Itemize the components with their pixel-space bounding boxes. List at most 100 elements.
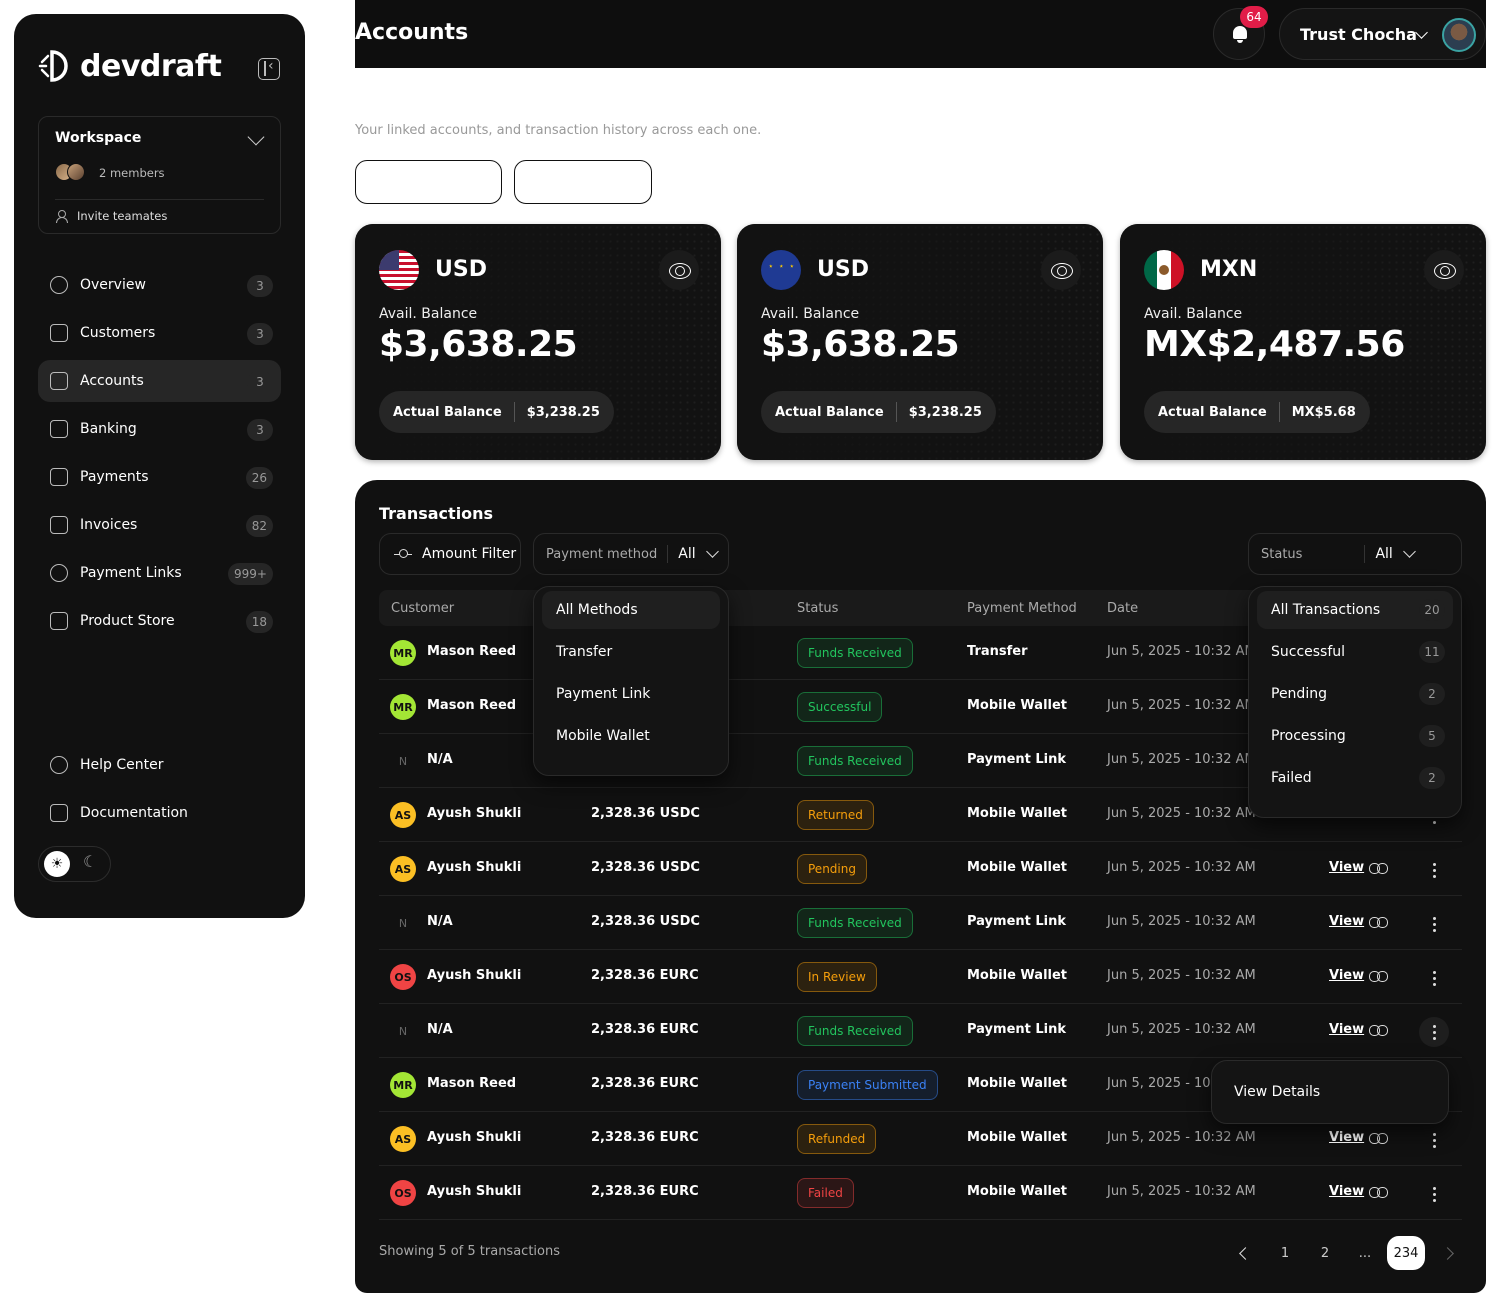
payment-method-filter[interactable]: Payment method All <box>533 533 729 575</box>
dropdown-option[interactable]: Processing 5 <box>1257 717 1453 755</box>
sidebar-item-help-center[interactable]: Help Center <box>38 744 281 786</box>
table-row[interactable]: N N/A Funds Received Payment Link Jun 5, 202… <box>379 734 1462 788</box>
status-badge: In Review <box>797 962 877 992</box>
sidebar-item-customers[interactable]: Customers 3 <box>38 312 281 354</box>
sidebar-item-overview[interactable]: Overview 3 <box>38 264 281 306</box>
dropdown-option[interactable]: All Methods <box>542 591 720 629</box>
column-header[interactable]: Payment Method <box>967 601 1077 616</box>
view-link[interactable]: View <box>1329 860 1365 875</box>
info-icon <box>50 756 68 774</box>
table-row[interactable]: N N/A 2,328.36 EURC Funds Received Payment L… <box>379 1004 1462 1058</box>
table-row[interactable]: OS Ayush Shukli 2,328.36 EURC Failed Mobile … <box>379 1166 1462 1220</box>
dropdown-option[interactable]: Pending 2 <box>1257 675 1453 713</box>
tab-button[interactable] <box>514 160 652 204</box>
customer-name: Ayush Shukli <box>427 860 522 875</box>
account-card[interactable]: MXN Avail. Balance MX$2,487.56 Actual Ba… <box>1120 224 1486 460</box>
view-link[interactable]: View <box>1329 1130 1365 1145</box>
sidebar-item-banking[interactable]: Banking 3 <box>38 408 281 450</box>
sidebar-item-payment-links[interactable]: Payment Links 999+ <box>38 552 281 594</box>
chevron-down-icon <box>705 545 719 558</box>
avail-balance-value: MX$2,487.56 <box>1144 324 1405 365</box>
account-card[interactable]: USD Avail. Balance $3,638.25 Actual Bala… <box>737 224 1103 460</box>
eye-icon[interactable] <box>659 250 699 290</box>
link-icon[interactable] <box>1369 971 1388 982</box>
table-row[interactable]: N N/A 2,328.36 USDC Funds Received Payment L… <box>379 896 1462 950</box>
status-dropdown: All Transactions 20 Successful 11 Pendin… <box>1248 586 1462 818</box>
sun-icon[interactable]: ☀ <box>44 851 70 877</box>
count-badge: 2 <box>1419 767 1445 789</box>
view-link[interactable]: View <box>1329 1022 1365 1037</box>
devdraft-logo-icon <box>38 50 68 82</box>
customer-name: Ayush Shukli <box>427 968 522 983</box>
column-header[interactable]: Date <box>1107 601 1139 616</box>
prev-page-button[interactable] <box>1225 1236 1265 1270</box>
sidebar-item-invoices[interactable]: Invoices 82 <box>38 504 281 546</box>
chevron-down-icon[interactable] <box>247 128 265 146</box>
dropdown-option[interactable]: Mobile Wallet <box>556 728 650 744</box>
sidebar-item-documentation[interactable]: Documentation <box>38 792 281 834</box>
more-options-icon[interactable] <box>1419 1125 1449 1155</box>
link-icon[interactable] <box>1369 1025 1388 1036</box>
sidebar-item-accounts[interactable]: Accounts 3 <box>38 360 281 402</box>
view-details-menu-item[interactable]: View Details <box>1234 1084 1321 1100</box>
link-icon[interactable] <box>1369 863 1388 874</box>
logo[interactable]: devdraft <box>38 48 222 84</box>
tab-button[interactable] <box>355 160 502 204</box>
column-header[interactable]: Customer <box>391 601 455 616</box>
next-page-button[interactable] <box>1427 1236 1467 1270</box>
avatar: N <box>398 754 408 768</box>
sidebar-item-payments[interactable]: Payments 26 <box>38 456 281 498</box>
page-button[interactable]: 1 <box>1280 1245 1290 1261</box>
dropdown-option[interactable]: Payment Link <box>556 686 651 702</box>
amount-filter-button[interactable]: Amount Filter <box>379 533 521 575</box>
table-row[interactable]: MR Mason Reed Successful Mobile Wallet Jun 5… <box>379 680 1462 734</box>
user-menu[interactable]: Trust Chocha <box>1279 8 1486 60</box>
table-row[interactable]: AS Ayush Shukli 2,328.36 USDC Pending Mobile… <box>379 842 1462 896</box>
view-link[interactable]: View <box>1329 968 1365 983</box>
wallet-icon <box>50 372 68 390</box>
sidebar-item-product-store[interactable]: Product Store 18 <box>38 600 281 642</box>
collapse-sidebar-icon[interactable] <box>258 58 280 80</box>
more-options-icon[interactable] <box>1419 1179 1449 1209</box>
dropdown-option[interactable]: All Transactions 20 <box>1257 591 1453 629</box>
table-row[interactable]: AS Ayush Shukli 2,328.36 EURC Refunded Mobil… <box>379 1112 1462 1166</box>
divider <box>55 199 264 200</box>
link-icon[interactable] <box>1369 917 1388 928</box>
date: Jun 5, 2025 - 10:32 AM <box>1107 698 1256 713</box>
invite-teammates-button[interactable]: Invite teamates <box>55 209 167 223</box>
account-card[interactable]: USD Avail. Balance $3,638.25 Actual Bala… <box>355 224 721 460</box>
payment-method: Mobile Wallet <box>967 698 1068 713</box>
date: Jun 5, 2025 - 10:32 AM <box>1107 968 1256 983</box>
link-icon[interactable] <box>1369 1187 1388 1198</box>
date: Jun 5, 2025 - 10:32 AM <box>1107 644 1256 659</box>
actual-balance-pill: Actual Balance $3,238.25 <box>761 391 996 433</box>
table-row[interactable]: AS Ayush Shukli 2,328.36 USDC Returned Mobil… <box>379 788 1462 842</box>
view-link[interactable]: View <box>1329 1184 1365 1199</box>
page-button[interactable]: 2 <box>1320 1245 1330 1261</box>
payment-method: Mobile Wallet <box>967 1076 1068 1091</box>
moon-icon[interactable]: ☾ <box>83 852 98 871</box>
theme-toggle[interactable]: ☀ ☾ <box>38 846 111 882</box>
table-row[interactable]: OS Ayush Shukli 2,328.36 EURC In Review Mobi… <box>379 950 1462 1004</box>
eye-icon[interactable] <box>1041 250 1081 290</box>
filter-label: Payment method <box>546 546 658 562</box>
dropdown-option[interactable]: Successful 11 <box>1257 633 1453 671</box>
column-header[interactable]: Status <box>797 601 839 616</box>
link-icon[interactable] <box>1369 1133 1388 1144</box>
more-options-icon[interactable] <box>1419 1017 1449 1047</box>
more-options-icon[interactable] <box>1419 963 1449 993</box>
page-button-current[interactable]: 234 <box>1387 1236 1425 1270</box>
status-filter[interactable]: Status All <box>1248 533 1462 575</box>
status-badge: Refunded <box>797 1124 877 1154</box>
dropdown-option[interactable]: Failed 2 <box>1257 759 1453 797</box>
actual-balance-value: $3,238.25 <box>526 404 600 420</box>
sidebar-item-label: Documentation <box>80 805 188 821</box>
table-row[interactable]: MR Mason Reed 2,328.36 EURC Payment Submitt… <box>379 1058 1462 1112</box>
eye-icon[interactable] <box>1424 250 1464 290</box>
more-options-icon[interactable] <box>1419 855 1449 885</box>
more-options-icon[interactable] <box>1419 909 1449 939</box>
dropdown-option[interactable]: Transfer <box>556 644 613 660</box>
workspace-switcher[interactable]: Workspace 2 members Invite teamates <box>38 116 281 234</box>
chevron-right-icon <box>1440 1246 1454 1260</box>
view-link[interactable]: View <box>1329 914 1365 929</box>
